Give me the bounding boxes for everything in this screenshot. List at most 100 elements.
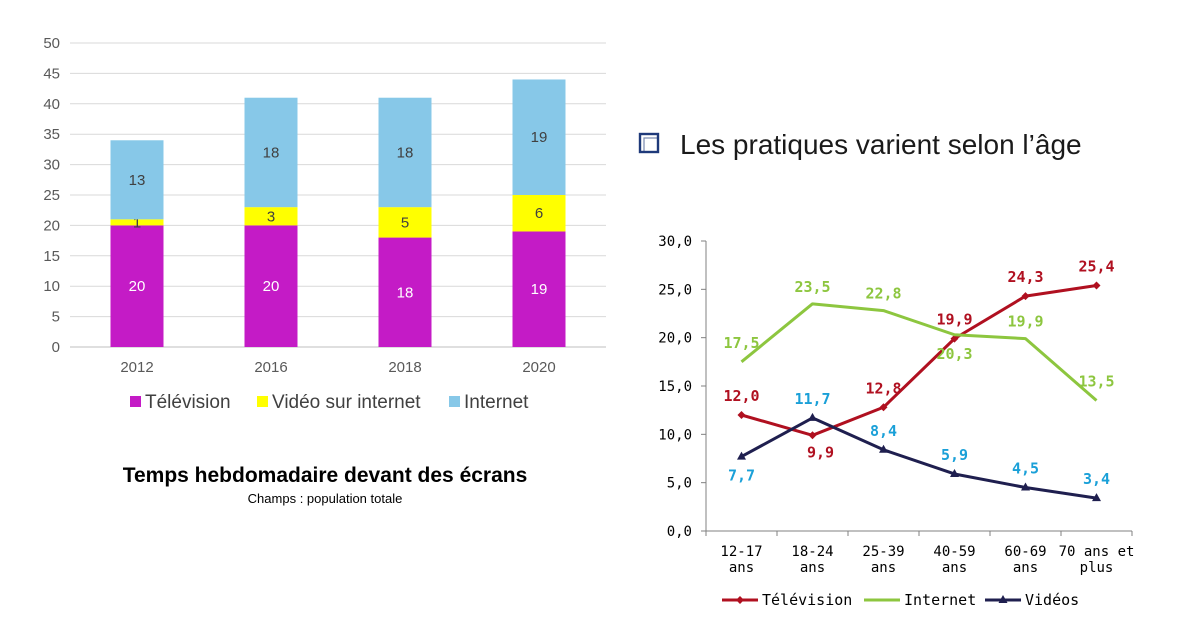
line-data-label: 20,3 bbox=[936, 345, 972, 363]
y-tick-label: 0 bbox=[52, 339, 60, 356]
x-tick-label: 2016 bbox=[254, 359, 287, 376]
bar-chart-title: Temps hebdomadaire devant des écrans bbox=[123, 464, 528, 487]
bar-data-label: 6 bbox=[535, 205, 543, 222]
legend-label: Internet bbox=[464, 392, 529, 413]
bar-segment-internet bbox=[512, 79, 566, 195]
bar-data-label: 18 bbox=[397, 144, 414, 161]
y-tick-label: 30 bbox=[43, 157, 60, 174]
bar-data-label: 18 bbox=[263, 144, 280, 161]
y-tick-label: 20,0 bbox=[658, 331, 692, 347]
bar-chart-subtitle: Champs : population totale bbox=[248, 491, 403, 506]
bar-data-label: 1 bbox=[133, 214, 141, 231]
x-tick-label: 60-69 ans bbox=[1004, 544, 1046, 576]
point-marker-videos bbox=[737, 451, 746, 460]
x-tick-label: 2012 bbox=[120, 359, 153, 376]
y-tick-label: 15 bbox=[43, 248, 60, 265]
bar-segment-internet bbox=[244, 97, 298, 208]
y-tick-label: 15,0 bbox=[658, 379, 692, 395]
point-marker-television bbox=[1021, 292, 1030, 301]
point-marker-videos bbox=[879, 444, 888, 453]
legend-label: Internet bbox=[904, 591, 976, 609]
bar-data-label: 3 bbox=[267, 208, 275, 225]
line-chart-series bbox=[737, 281, 1101, 502]
y-tick-label: 50 bbox=[43, 35, 60, 52]
legend-marker bbox=[998, 595, 1008, 603]
bar-data-label: 19 bbox=[531, 129, 548, 146]
x-tick-label: 18-24 ans bbox=[791, 544, 833, 576]
line-chart-data-labels: 12,0 9,9 12,8 19,9 24,3 25,4 17,5 23,5 22,8 20,3 1… bbox=[723, 257, 1114, 488]
x-tick-label: 25-39 ans bbox=[862, 544, 904, 576]
bar-segment-vid-o-sur-internet bbox=[244, 207, 298, 226]
line-series-internet bbox=[740, 302, 1098, 402]
y-tick-label: 45 bbox=[43, 65, 60, 82]
x-tick-label: 12-17 ans bbox=[720, 544, 762, 576]
x-tick-label: 2020 bbox=[522, 359, 555, 376]
bar-segment-t-l-vision bbox=[110, 225, 164, 347]
x-tick-label: 70 ans et plus bbox=[1059, 544, 1135, 576]
bar-chart-bars: 20 1 13 20 3 18 18 5 18 19 6 19 bbox=[110, 79, 566, 347]
legend-label: Télévision bbox=[145, 392, 231, 413]
line-series-vid-os bbox=[740, 416, 1097, 500]
line-data-label: 11,7 bbox=[794, 390, 830, 408]
line-chart-y-axis: 0,0 5,0 10,0 15,0 20,0 25,0 30,0 bbox=[658, 234, 692, 540]
y-tick-label: 35 bbox=[43, 126, 60, 143]
line-chart-x-axis: 12-17 ans 18-24 ans 25-39 ans 40-59 ans 60-69 ans… bbox=[720, 544, 1134, 576]
bar-segment-t-l-vision bbox=[512, 231, 566, 347]
y-tick-label: 10 bbox=[43, 278, 60, 295]
line-data-label: 7,7 bbox=[728, 467, 755, 485]
line-data-label: 19,9 bbox=[936, 311, 972, 329]
y-tick-label: 30,0 bbox=[658, 234, 692, 250]
point-marker-videos bbox=[1021, 482, 1030, 491]
legend-marker bbox=[736, 596, 744, 604]
legend-label: Télévision bbox=[762, 591, 852, 609]
line-data-label: 8,4 bbox=[870, 422, 897, 440]
point-marker-television bbox=[1092, 281, 1101, 290]
bar-data-label: 20 bbox=[129, 278, 146, 295]
bar-data-label: 18 bbox=[397, 284, 414, 301]
bar-chart-y-axis: 0 5 10 15 20 25 30 35 40 45 50 bbox=[43, 35, 60, 356]
point-marker-videos bbox=[950, 468, 959, 477]
point-marker-television bbox=[879, 403, 888, 412]
y-tick-label: 5,0 bbox=[667, 476, 692, 492]
bar-data-label: 13 bbox=[129, 172, 146, 189]
point-marker-television bbox=[950, 334, 959, 343]
line-data-label: 24,3 bbox=[1007, 268, 1043, 286]
y-tick-label: 20 bbox=[43, 217, 60, 234]
y-tick-label: 25,0 bbox=[658, 282, 692, 298]
line-chart-legend: Télévision Internet Vidéos bbox=[722, 591, 1079, 609]
line-data-label: 19,9 bbox=[1007, 313, 1043, 331]
line-data-label: 5,9 bbox=[941, 446, 968, 464]
heading-bullet-icon bbox=[638, 132, 660, 154]
bar-chart-legend: Télévision Vidéo sur internet Internet bbox=[130, 392, 529, 413]
y-tick-label: 10,0 bbox=[658, 427, 692, 443]
point-marker-television bbox=[808, 431, 817, 440]
line-data-label: 13,5 bbox=[1078, 373, 1114, 391]
line-data-label: 9,9 bbox=[807, 443, 834, 461]
bar-segment-t-l-vision bbox=[244, 225, 298, 347]
line-data-label: 4,5 bbox=[1012, 460, 1039, 478]
section-heading: Les pratiques varient selon l’âge bbox=[680, 129, 1082, 160]
legend-swatch-t-l-vision bbox=[130, 396, 141, 407]
bar-segment-vid-o-sur-internet bbox=[378, 207, 432, 238]
point-marker-videos bbox=[808, 412, 817, 421]
bar-data-label: 20 bbox=[263, 278, 280, 295]
bar-segment-vid-o-sur-internet bbox=[512, 195, 566, 232]
x-tick-label: 2018 bbox=[388, 359, 421, 376]
bar-data-label: 5 bbox=[401, 214, 409, 231]
legend-label: Vidéos bbox=[1025, 591, 1079, 609]
bar-segment-internet bbox=[378, 97, 432, 208]
point-marker-videos bbox=[1092, 493, 1101, 502]
legend-swatch-vid-o-sur-internet bbox=[257, 396, 268, 407]
line-series-t-l-vision bbox=[741, 283, 1097, 437]
line-chart-axes bbox=[701, 240, 1133, 536]
x-tick-label: 40-59 ans bbox=[933, 544, 975, 576]
bar-data-label: 19 bbox=[531, 281, 548, 298]
y-tick-label: 40 bbox=[43, 96, 60, 113]
line-data-label: 3,4 bbox=[1083, 470, 1110, 488]
y-tick-label: 5 bbox=[52, 309, 60, 326]
y-tick-label: 0,0 bbox=[667, 524, 692, 540]
point-marker-television bbox=[737, 411, 746, 419]
line-data-label: 23,5 bbox=[794, 278, 830, 296]
y-tick-label: 25 bbox=[43, 187, 60, 204]
line-data-label: 12,0 bbox=[723, 387, 759, 405]
